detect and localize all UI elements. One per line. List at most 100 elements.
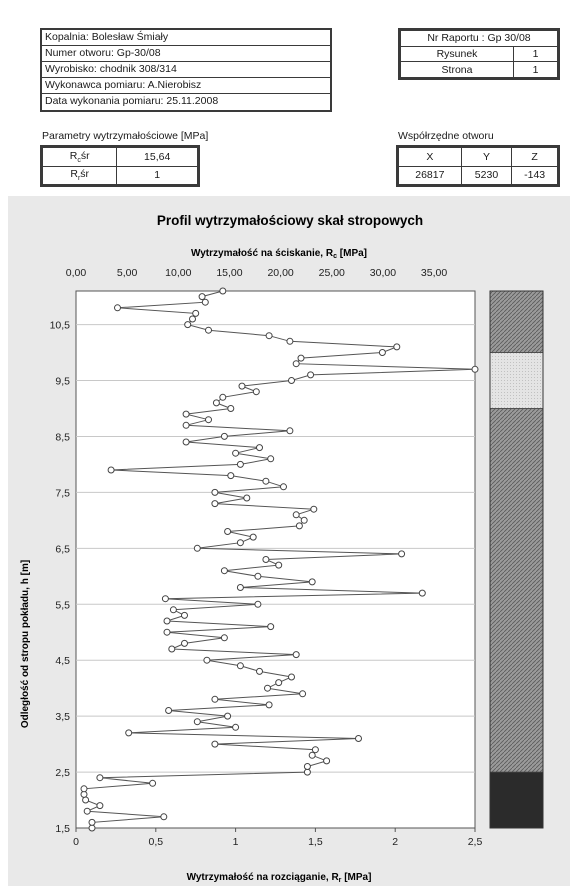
coord-y-header: Y [460, 147, 513, 167]
data-point [107, 466, 115, 474]
lithology-layer-hatched [489, 408, 544, 773]
data-point [227, 405, 235, 412]
data-point [256, 667, 263, 675]
data-point [311, 746, 319, 754]
report-box: Nr Raportu : Gp 30/08 Rysunek 1 Strona 1 [398, 28, 560, 80]
chart-panel: Profil wytrzymałościowy skał stropowych … [8, 196, 570, 886]
param-rr-value: 1 [116, 165, 198, 185]
data-point [236, 584, 244, 591]
data-point [193, 544, 201, 552]
data-point [303, 763, 311, 770]
data-point [232, 723, 240, 731]
coord-z-header: Z [511, 147, 558, 167]
info-row-borehole: Numer otworu: Gp-30/08 [42, 46, 330, 62]
top-tick-label: 15,00 [216, 267, 242, 279]
top-tick-label: 20,00 [267, 267, 293, 279]
data-point [205, 416, 212, 424]
param-rc-symbol: R [69, 149, 78, 162]
data-point [114, 304, 121, 312]
data-point [471, 365, 479, 373]
bottom-tick-label: 0 [73, 836, 79, 848]
data-point [83, 807, 91, 815]
data-point [308, 578, 316, 586]
top-axis-title: Wytrzymałość na ściskanie, Rc [MPa] [191, 248, 367, 260]
lithology-layer-dark [489, 771, 544, 829]
coord-x-header: X [398, 147, 462, 167]
y-tick-label: 9,5 [55, 376, 70, 388]
data-point [212, 399, 220, 407]
data-point [227, 472, 235, 480]
data-point [219, 393, 227, 401]
data-point [168, 645, 176, 653]
bottom-tick-label: 0,5 [148, 836, 163, 848]
info-row-excavation: Wyrobisko: chodnik 308/314 [42, 62, 330, 78]
info-row-performer: Wykonawca pomiaru: A.Nierobisz [42, 78, 330, 94]
data-point [163, 628, 171, 636]
y-tick-label: 6,5 [55, 543, 70, 555]
data-point [224, 528, 232, 535]
top-tick-label: 5,00 [117, 267, 138, 279]
param-rr-symbol: R [70, 168, 78, 181]
top-tick-label: 35,00 [421, 267, 447, 279]
data-point [249, 533, 257, 541]
y-axis-title: Odległość od stropu pokładu, h [m] [20, 560, 31, 728]
data-point [307, 371, 315, 379]
data-point [300, 516, 308, 524]
data-point [236, 539, 244, 547]
param-rc-sub: c [77, 156, 81, 164]
report-page-label: Strona [399, 61, 515, 78]
data-point [286, 427, 294, 435]
data-point [220, 634, 228, 642]
bottom-axis-title-sub: r [339, 877, 342, 884]
param-rr-label: Rrśr [41, 165, 118, 185]
data-point [265, 701, 273, 709]
data-point [189, 315, 196, 323]
top-axis-title-sub: c [333, 253, 337, 260]
data-point [198, 293, 206, 301]
data-point [297, 354, 305, 362]
param-rc-suffix: śr [80, 149, 90, 162]
param-rr-suffix: śr [80, 168, 90, 181]
data-point [378, 349, 386, 356]
data-point [236, 662, 244, 670]
param-rc-value: 15,64 [116, 147, 198, 167]
data-point [182, 421, 190, 429]
info-row-date: Data wykonania pomiaru: 25.11.2008 [45, 95, 219, 107]
data-point [288, 377, 295, 384]
top-tick-label: 10,00 [165, 267, 191, 279]
lithology-frame [489, 290, 544, 829]
bottom-axis-title-text: Wytrzymałość na rozciąganie, R [187, 872, 340, 883]
data-point [149, 779, 157, 787]
data-point [169, 606, 177, 614]
data-point [220, 567, 228, 575]
report-figure-value: 1 [513, 45, 558, 63]
top-axis-title-text: Wytrzymałość na ściskanie, R [191, 248, 334, 259]
data-point [299, 690, 307, 698]
param-rc-label: Rcśr [41, 147, 118, 167]
data-point [161, 595, 169, 603]
bottom-tick-label: 2,5 [468, 836, 483, 848]
data-point [182, 438, 190, 446]
data-point [267, 455, 275, 463]
data-point [211, 500, 219, 508]
y-tick-label: 8,5 [55, 431, 70, 443]
lithology-layer-light [489, 352, 544, 409]
top-axis-title-unit-text: [MPa] [340, 248, 367, 259]
data-point [211, 740, 219, 748]
bottom-tick-label: 2 [392, 836, 398, 848]
report-number: Nr Raportu : Gp 30/08 [400, 30, 558, 47]
top-tick-label: 0,00 [66, 267, 87, 279]
data-point [163, 617, 171, 625]
coords-table: X Y Z 26817 5230 -143 [396, 145, 560, 187]
data-point [292, 651, 300, 659]
data-point [286, 337, 294, 345]
data-point [418, 589, 426, 597]
data-point [193, 718, 201, 726]
coords-caption: Współrzędne otworu [398, 130, 494, 142]
data-point [243, 494, 251, 502]
data-point [182, 410, 190, 418]
data-point [96, 774, 104, 782]
bottom-tick-label: 1,5 [308, 836, 323, 848]
data-point [252, 388, 260, 396]
top-tick-label: 30,00 [370, 267, 396, 279]
